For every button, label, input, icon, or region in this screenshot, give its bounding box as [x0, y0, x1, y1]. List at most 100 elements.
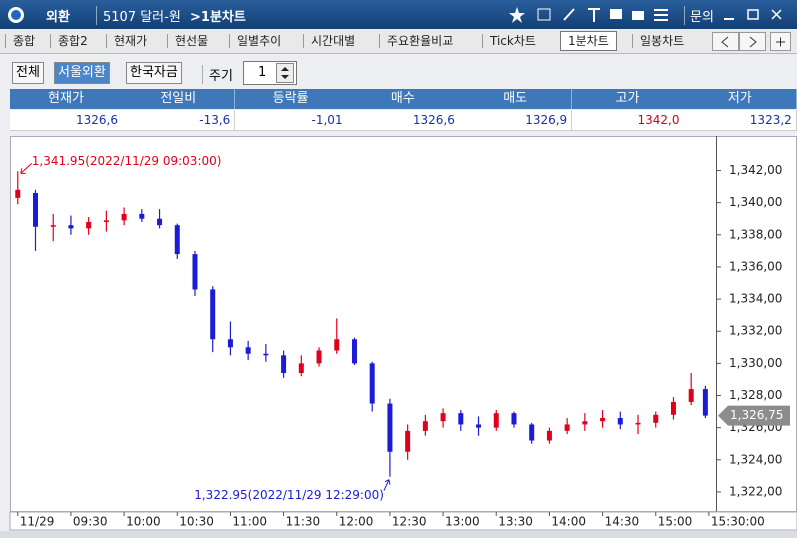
candle-body: [298, 363, 304, 374]
candle-body: [32, 193, 38, 227]
candle-body: [334, 339, 340, 351]
candle-body: [670, 401, 676, 415]
app-icon: [8, 7, 24, 23]
y-tick-label: 1,324,00: [729, 452, 782, 466]
candle-body: [192, 254, 198, 290]
y-tick-label: 1,336,00: [729, 259, 782, 273]
quote-value: 1342,0: [571, 110, 685, 131]
y-tick-label: 1,328,00: [729, 388, 782, 402]
last-price-label: 1,326,75: [730, 408, 783, 422]
tab-next[interactable]: [739, 32, 766, 51]
y-tick-label: 1,334,00: [729, 292, 782, 306]
filter-button[interactable]: 한국자금: [126, 62, 182, 84]
last-price-badge: [718, 405, 790, 426]
quote-value: -1,01: [234, 110, 348, 131]
candle-body: [86, 221, 92, 229]
period-spinner[interactable]: 1: [243, 61, 297, 85]
x-tick-label: 14:00: [551, 515, 586, 529]
x-tick-label: 12:00: [339, 515, 374, 529]
candle-body: [564, 424, 570, 431]
tab-scroll: [712, 32, 791, 51]
chart-frame: [10, 136, 797, 512]
screen-code: 5107 달러-원: [96, 6, 181, 25]
tab[interactable]: 일봉차트: [632, 34, 691, 48]
help-icon[interactable]: [610, 9, 622, 19]
x-axis-strip: [9, 511, 797, 531]
x-tick-label: 09:30: [73, 515, 108, 529]
column-header: 매도: [459, 89, 573, 109]
candle-body: [139, 213, 145, 219]
candle-body: [702, 389, 708, 416]
title-icons: [509, 7, 668, 23]
link-icon[interactable]: [563, 8, 575, 21]
column-header: 저가: [683, 89, 797, 109]
x-tick-label: 13:00: [445, 515, 480, 529]
x-tick-label: 13:30: [498, 515, 533, 529]
screen-title: >1분차트: [190, 10, 246, 25]
column-header: 매수: [346, 89, 460, 109]
candle-body: [227, 339, 233, 348]
candle-body: [493, 413, 499, 428]
column-header: 고가: [571, 89, 685, 109]
x-tick-label: 10:30: [179, 515, 214, 529]
star-icon[interactable]: [509, 7, 525, 23]
candle-body: [617, 418, 623, 425]
column-header: 등락률: [234, 89, 348, 109]
annotation-high: 1,341.95(2022/11/29 09:03:00): [32, 154, 222, 168]
spinner-arrows[interactable]: [276, 63, 294, 83]
tab[interactable]: 주요환율비교: [379, 34, 460, 48]
tab[interactable]: 현재가: [106, 34, 154, 48]
text-icon[interactable]: [588, 8, 600, 22]
candle-body: [68, 225, 74, 229]
quote-value: 1326,6: [346, 110, 460, 131]
menu-icon[interactable]: [654, 9, 668, 21]
y-tick-label: 1,322,00: [729, 484, 782, 498]
candle-body: [369, 363, 375, 404]
candle-body: [600, 418, 606, 422]
tab-active[interactable]: 1분차트: [560, 31, 617, 51]
candle-body: [635, 422, 641, 425]
period-label: 주기: [202, 65, 233, 84]
tab[interactable]: 종합: [5, 34, 42, 48]
x-tick-label: 11/29: [20, 515, 55, 529]
y-tick-label: 1,342,00: [729, 163, 782, 177]
inquiry[interactable]: 문의: [684, 6, 714, 25]
filter-button-active[interactable]: 서울외환: [54, 62, 110, 84]
window-controls: [724, 9, 782, 20]
scrollbar: [0, 531, 797, 538]
close[interactable]: [771, 9, 782, 20]
x-tick-label: 10:00: [126, 515, 161, 529]
candle-body: [157, 218, 163, 226]
candle-body: [263, 353, 269, 356]
tab-prev[interactable]: [712, 32, 739, 51]
candle-body: [582, 421, 588, 425]
tab[interactable]: Tick차트: [482, 34, 543, 48]
candle-body: [688, 389, 694, 402]
print-icon[interactable]: [632, 11, 644, 20]
candle-body: [210, 289, 216, 340]
filter-button[interactable]: 전체: [12, 62, 44, 84]
candle-body: [422, 421, 428, 431]
maximize[interactable]: [747, 9, 759, 20]
x-tick-label: 12:30: [392, 515, 427, 529]
tab[interactable]: 시간대별: [303, 34, 362, 48]
candle-body: [440, 413, 446, 422]
candle-body: [529, 424, 535, 441]
x-tick-label: 11:00: [232, 515, 267, 529]
candle-body: [546, 430, 552, 441]
chart: 1,322,001,324,001,326,001,328,001,330,00…: [0, 136, 797, 538]
quote-value: 1326,9: [459, 110, 573, 131]
y-tick-label: 1,330,00: [729, 356, 782, 370]
period-value: 1: [258, 65, 267, 80]
column-header: 현재가: [10, 89, 123, 109]
candle-body: [281, 355, 287, 374]
candle-body: [476, 424, 482, 428]
tab[interactable]: 현선물: [167, 34, 215, 48]
tab[interactable]: 일별추이: [229, 34, 288, 48]
tab[interactable]: 종합2: [50, 34, 95, 48]
candle-body: [121, 213, 127, 221]
candle-body: [174, 225, 180, 255]
annotation-arrow: [20, 162, 33, 174]
export-icon[interactable]: [537, 8, 551, 21]
